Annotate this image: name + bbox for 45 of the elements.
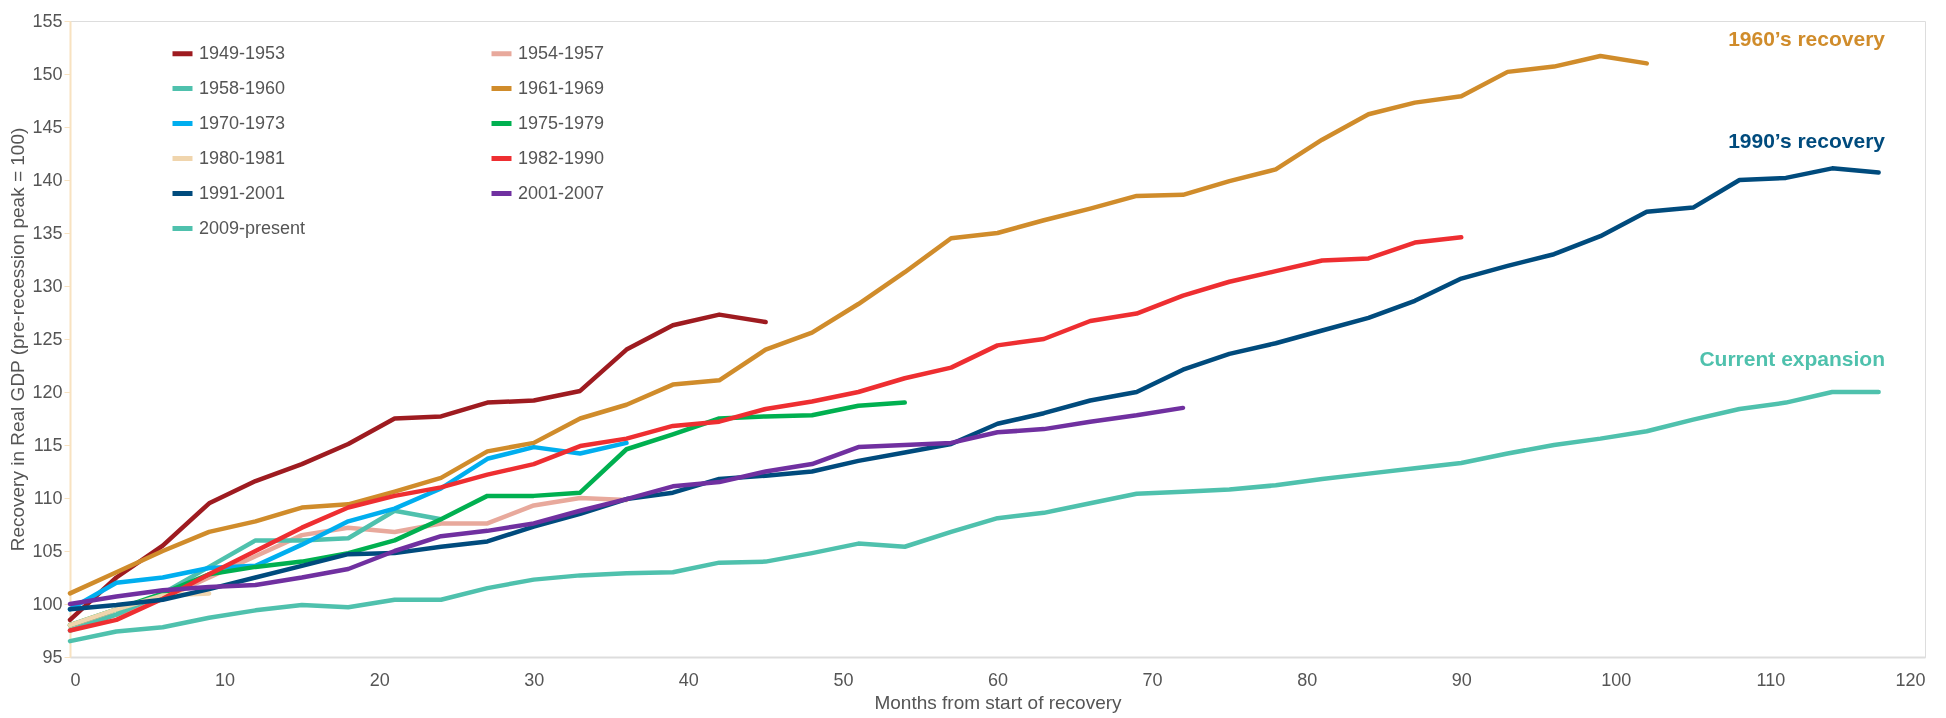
legend-label: 1958-1960 <box>199 77 286 98</box>
line-series <box>67 312 768 623</box>
y-axis-title: Recovery in Real GDP (pre-recession peak = 100) <box>7 127 29 552</box>
y-tick-label: 115 <box>33 434 63 455</box>
legend-label: 1961-1969 <box>518 77 605 98</box>
annotation: 1990’s recovery <box>1728 129 1886 152</box>
legend-label: 1980-1981 <box>199 147 286 168</box>
x-tick-label: 80 <box>1297 669 1318 690</box>
x-tick-label: 10 <box>215 669 236 690</box>
x-tick-label: 60 <box>987 669 1009 690</box>
legend-label: 1991-2001 <box>199 182 286 203</box>
x-tick-label: 110 <box>1756 669 1786 690</box>
y-tick-label: 100 <box>32 593 63 614</box>
x-axis-title: Months from start of recovery <box>874 691 1123 713</box>
y-tick-label: 150 <box>32 63 63 84</box>
legend-label: 1949-1953 <box>199 42 286 63</box>
y-tick-label: 105 <box>32 540 63 561</box>
legend-label: 1954-1957 <box>518 42 605 63</box>
legend-label: 1970-1973 <box>199 112 286 133</box>
legend-label: 1975-1979 <box>518 112 605 133</box>
x-tick-label: 40 <box>678 669 699 690</box>
y-tick-label: 120 <box>32 381 63 402</box>
line-series <box>67 405 1186 607</box>
legend-label: 2009-present <box>199 217 306 238</box>
x-tick-label: 70 <box>1142 669 1163 690</box>
y-tick-label: 125 <box>32 328 63 349</box>
y-tick-label: 110 <box>33 487 63 508</box>
y-tick-label: 155 <box>32 10 63 31</box>
annotation: Current expansion <box>1699 347 1885 370</box>
x-tick-label: 50 <box>833 669 854 690</box>
x-tick-label: 120 <box>1895 669 1926 690</box>
x-tick-label: 90 <box>1451 669 1472 690</box>
x-tick-label: 30 <box>524 669 545 690</box>
y-tick-label: 95 <box>42 646 63 667</box>
x-tick-label: 20 <box>369 669 390 690</box>
y-tick-label: 145 <box>32 116 63 137</box>
legend-label: 1982-1990 <box>518 147 605 168</box>
y-tick-label: 130 <box>32 275 63 296</box>
line-series <box>67 389 1881 644</box>
y-tick-label: 135 <box>32 222 63 243</box>
x-tick-label: 0 <box>70 669 81 690</box>
x-tick-label: 100 <box>1601 669 1632 690</box>
legend-label: 2001-2007 <box>518 182 605 203</box>
y-tick-label: 140 <box>32 169 63 190</box>
annotation: 1960’s recovery <box>1728 27 1886 50</box>
